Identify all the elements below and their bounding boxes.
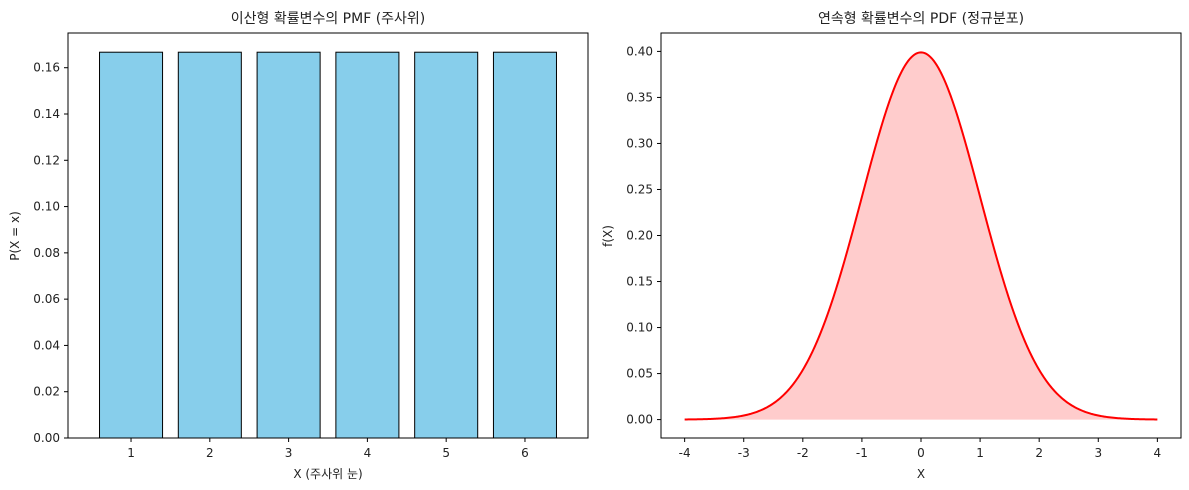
pmf-bar — [177, 51, 242, 439]
pmf-y-tick-label: 0.10 — [33, 200, 60, 214]
pmf-y-tick-label: 0.00 — [33, 431, 60, 445]
pmf-plot-frame — [67, 32, 589, 439]
pdf-y-tick-label: 0.20 — [626, 229, 653, 243]
pmf-x-tick-label: 5 — [442, 446, 450, 460]
pmf-y-axis-label: P(X = x) — [8, 211, 22, 261]
pdf-x-tick-label: -1 — [856, 446, 868, 460]
pdf-x-axis-label: X — [917, 467, 925, 481]
pmf-bar — [492, 51, 557, 439]
pdf-x-tick-label: 0 — [917, 446, 925, 460]
pdf-area-chart: -4 -3 -2 -1 0 1 2 3 4 0.000.050.100.150.200.250.… — [601, 11, 1182, 481]
pdf-y-tick-label: 0.05 — [626, 367, 653, 381]
pdf-fill-area — [684, 52, 1158, 420]
pmf-x-axis-label: X (주사위 눈) — [293, 467, 362, 481]
pdf-y-tick-label: 0.30 — [626, 136, 653, 150]
pdf-y-tick-label: 0.35 — [626, 90, 653, 104]
pdf-y-tick-label: 0.15 — [626, 275, 653, 289]
pmf-bars — [99, 51, 557, 439]
pmf-bar — [99, 51, 164, 439]
pmf-y-ticks: 0.00 0.02 0.04 0.06 0.08 0.10 0.12 0.14 0.16 — [33, 61, 68, 445]
pdf-x-tick-label: -3 — [738, 446, 750, 460]
pmf-y-tick-label: 0.02 — [33, 385, 60, 399]
pmf-bar — [256, 51, 321, 439]
pdf-y-tick-label: 0.10 — [626, 321, 653, 335]
pdf-chart-title: 연속형 확률변수의 PDF (정규분포) — [818, 11, 1024, 27]
pmf-chart-title: 이산형 확률변수의 PMF (주사위) — [231, 11, 426, 27]
pdf-x-tick-label: 3 — [1094, 446, 1102, 460]
pmf-y-tick-label: 0.14 — [33, 107, 60, 121]
pdf-x-tick-label: 4 — [1154, 446, 1162, 460]
pmf-x-tick-label: 2 — [206, 446, 214, 460]
pmf-x-ticks: 1 2 3 4 5 6 — [127, 438, 529, 460]
pmf-bar — [335, 51, 400, 439]
pmf-x-tick-label: 6 — [521, 446, 529, 460]
pmf-x-tick-label: 1 — [127, 446, 135, 460]
pdf-x-tick-label: -4 — [679, 446, 691, 460]
pmf-y-tick-label: 0.16 — [33, 61, 60, 75]
pdf-y-tick-label: 0.40 — [626, 44, 653, 58]
pmf-y-tick-label: 0.04 — [33, 338, 60, 352]
pmf-x-tick-label: 4 — [364, 446, 372, 460]
pdf-x-tick-label: 1 — [976, 446, 984, 460]
pmf-bar — [414, 51, 479, 439]
pdf-x-ticks: -4 -3 -2 -1 0 1 2 3 4 — [679, 438, 1162, 460]
pdf-curve-line — [684, 51, 1158, 421]
pdf-x-tick-label: 2 — [1035, 446, 1043, 460]
pdf-y-tick-label: 0.25 — [626, 182, 653, 196]
pmf-y-tick-label: 0.06 — [33, 292, 60, 306]
pdf-y-ticks: 0.00 0.05 0.10 0.15 0.20 0.25 0.30 0.35 0.40 — [626, 44, 661, 427]
pdf-x-tick-label: -2 — [797, 446, 809, 460]
pmf-x-tick-label: 3 — [285, 446, 293, 460]
pdf-y-tick-label: 0.00 — [626, 413, 653, 427]
pmf-y-tick-label: 0.08 — [33, 246, 60, 260]
pdf-y-axis-label: f(X) — [601, 225, 615, 247]
pmf-y-tick-label: 0.12 — [33, 153, 60, 167]
